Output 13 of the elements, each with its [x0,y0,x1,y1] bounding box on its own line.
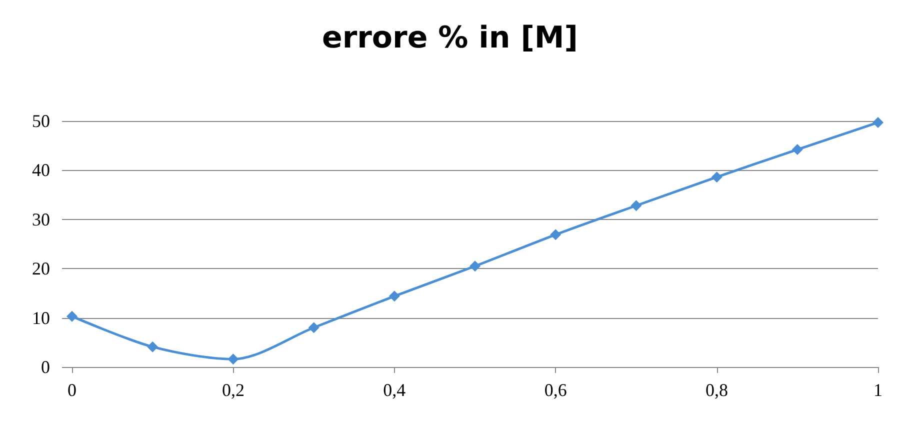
x-tick-label: 0 [68,380,76,400]
y-tick-label: 10 [32,308,50,328]
y-tick-label: 30 [32,209,50,230]
y-tick-label: 20 [32,258,50,279]
y-tick-label: 0 [41,357,50,377]
x-tick-label: 1 [874,380,882,400]
x-tick-label: 0,6 [544,380,567,400]
y-tick-label: 40 [32,160,50,180]
y-tick-label: 50 [32,111,50,131]
x-tick-label: 0,8 [706,380,728,400]
x-tick-label: 0,4 [383,380,406,400]
chart-title: errore % in [M] [322,20,578,56]
x-tick-label: 0,2 [222,380,244,400]
